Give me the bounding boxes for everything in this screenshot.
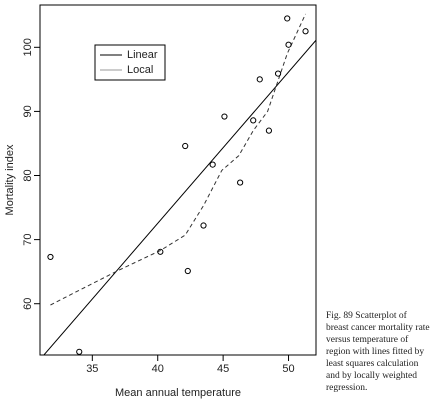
y-tick-label: 60	[22, 298, 34, 310]
caption-line: versus temperature of	[326, 334, 409, 345]
caption-line: and by locally weighted	[326, 371, 417, 381]
point	[250, 117, 257, 124]
plot-frame	[39, 4, 317, 356]
y-axis-label: Mortality index	[4, 144, 16, 215]
point	[47, 253, 54, 261]
point	[182, 142, 189, 150]
point	[285, 41, 292, 48]
caption-line: breast cancer mortality rate	[326, 323, 430, 333]
point	[200, 222, 207, 229]
caption-line: least squares calculation	[326, 359, 419, 369]
point	[184, 267, 191, 275]
x-axis-label: Mean annual temperature	[115, 387, 241, 399]
x-tick-label: 40	[152, 363, 164, 375]
y-tick-label: 100	[22, 38, 34, 56]
y-tick-label: 70	[22, 233, 34, 245]
legend-label: Linear	[127, 49, 158, 61]
caption-line: Fig. 89 Scatterplot of	[326, 310, 408, 321]
y-tick-label: 90	[22, 105, 34, 117]
point	[157, 248, 164, 255]
legend-box	[94, 44, 166, 81]
fit-line	[50, 13, 306, 306]
x-tick-label: 50	[282, 363, 294, 375]
point	[274, 70, 282, 77]
fit-line	[43, 39, 316, 355]
point	[209, 161, 216, 168]
point	[237, 179, 244, 186]
legend-label: Local	[127, 64, 153, 76]
y-tick-label: 80	[22, 169, 34, 181]
caption-line: region with lines fitted by	[326, 346, 424, 357]
x-tick-label: 45	[217, 363, 229, 375]
caption-line: regression.	[326, 383, 367, 393]
point	[256, 76, 263, 83]
point	[284, 15, 291, 22]
x-tick-label: 35	[86, 363, 98, 375]
point	[76, 348, 83, 355]
point	[221, 113, 228, 120]
point	[265, 127, 273, 134]
point	[302, 28, 309, 35]
